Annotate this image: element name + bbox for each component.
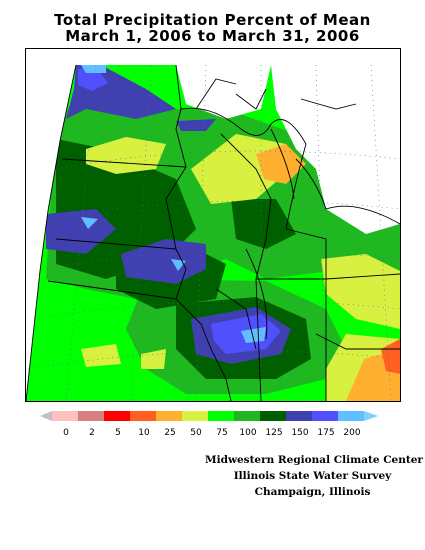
legend-label: 5 [115,428,121,438]
legend-swatch [104,411,130,421]
legend-label: 10 [138,428,150,438]
legend-label: 25 [164,428,175,438]
color-legend: 0 2 5 10 25 50 75 100 125 150 175 200 [40,411,378,438]
legend-label: 0 [63,428,69,438]
legend-swatch [182,411,208,421]
legend-swatch [338,411,364,421]
precipitation-map [25,48,401,402]
legend-swatch [130,411,156,421]
credits: Midwestern Regional Climate Center Illin… [205,452,423,500]
legend-label: 50 [190,428,202,438]
latlon-grid [27,64,400,401]
legend-swatch [156,411,182,421]
legend-swatch [208,411,234,421]
precipitation-map-svg [26,64,400,401]
credit-center: Midwestern Regional Climate Center [205,454,423,466]
legend-swatch [286,411,312,421]
legend-labels: 0 2 5 10 25 50 75 100 125 150 175 200 [63,428,361,438]
credit-survey: Illinois State Water Survey [233,470,392,482]
credit-location: Champaign, Illinois [254,486,371,498]
map-title: Total Precipitation Percent of Mean [54,11,371,29]
legend-label: 200 [343,428,360,438]
legend-label: 150 [291,428,308,438]
state-boundaries [26,64,400,401]
legend-label: 100 [239,428,256,438]
legend-swatch [52,411,78,421]
legend-swatch [260,411,286,421]
map-date-range: March 1, 2006 to March 31, 2006 [65,27,360,45]
legend-label: 175 [317,428,334,438]
legend-swatch [312,411,338,421]
legend-below-arrow [40,411,52,421]
legend-label: 2 [89,428,95,438]
legend-swatch [78,411,104,421]
legend-swatch [234,411,260,421]
legend-label: 75 [216,428,227,438]
legend-label: 125 [265,428,282,438]
legend-above-arrow [364,411,378,421]
legend-swatches [52,411,364,421]
